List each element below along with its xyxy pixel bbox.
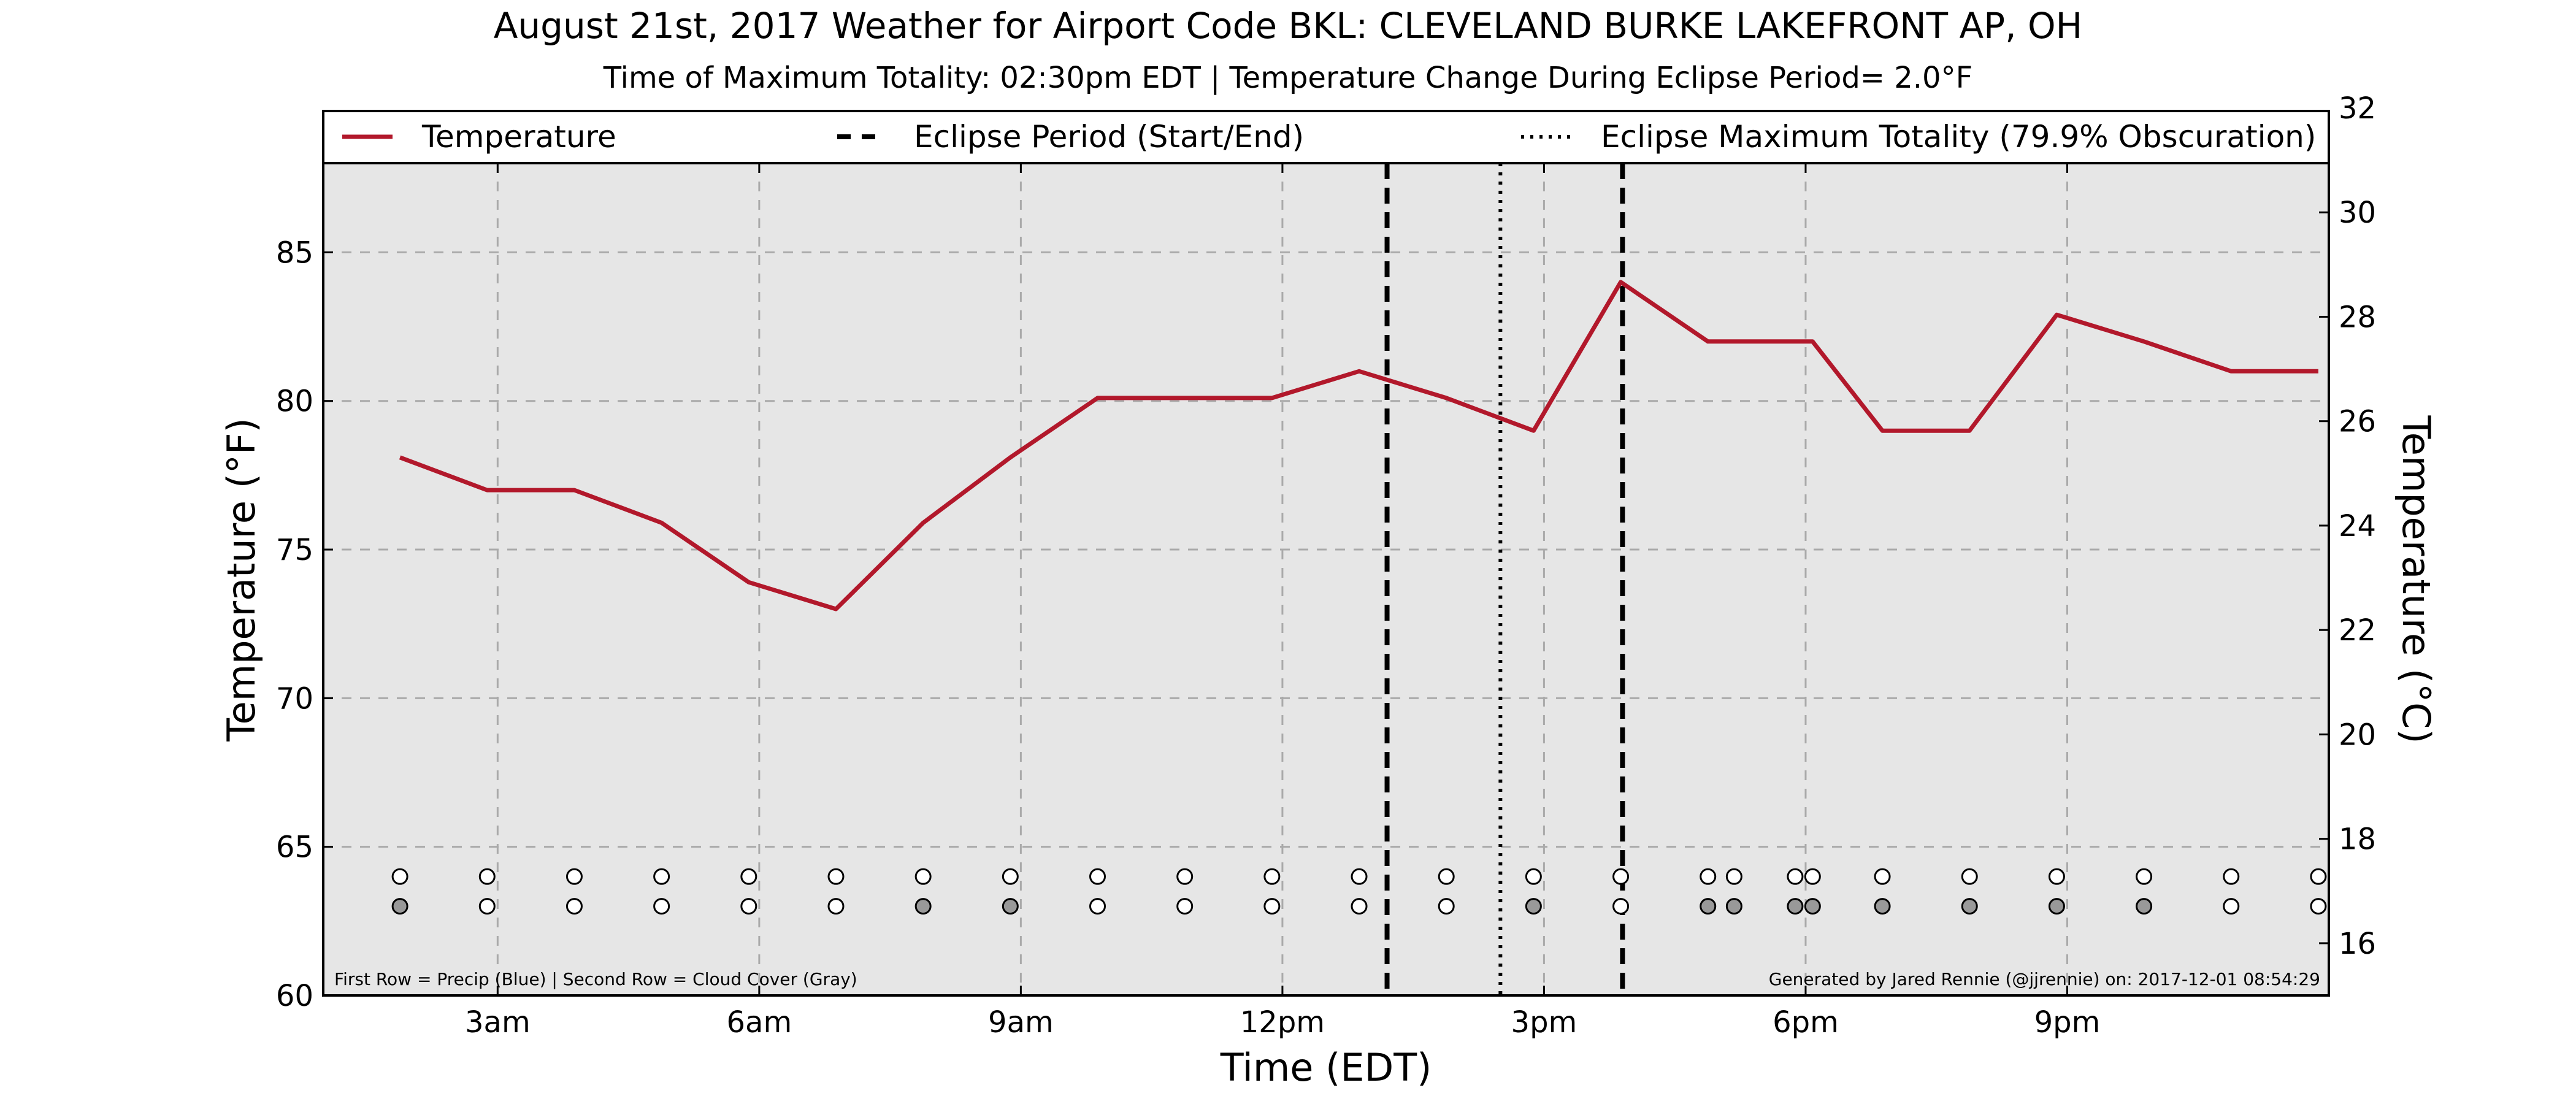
x-tick-label: 3pm	[1511, 1005, 1577, 1040]
x-tick-label: 6am	[727, 1005, 792, 1040]
legend-eclipse-label: Eclipse Period (Start/End)	[914, 119, 1304, 155]
precip-marker	[1002, 868, 1019, 885]
x-tick-label: 12pm	[1240, 1005, 1325, 1040]
cloud-cover-marker	[1176, 898, 1194, 915]
cloud-cover-marker	[1002, 898, 1019, 915]
cloud-cover-marker	[2310, 898, 2327, 915]
precip-marker	[1176, 868, 1194, 885]
tick-layer: 3am 6am 9am 12pm 3pm 6pm 9pm 60 65 70 75 80 85 16 18 20…	[276, 91, 2376, 1040]
cloud-cover-marker	[1438, 898, 1455, 915]
plot-area	[323, 163, 2329, 995]
cloud-cover-marker	[1874, 898, 1891, 915]
y-tick-label: 60	[276, 979, 313, 1013]
footnote-right: Generated by Jared Rennie (@jjrennie) on…	[1769, 969, 2320, 989]
cloud-cover-marker	[1089, 898, 1106, 915]
footnote-left: First Row = Precip (Blue) | Second Row =…	[334, 969, 857, 989]
precip-marker	[1525, 868, 1542, 885]
chart-title: August 21st, 2017 Weather for Airport Co…	[494, 5, 2083, 47]
plot-frame	[322, 162, 2330, 997]
y-tick-label: 80	[276, 385, 313, 419]
x-tick-label: 9pm	[2034, 1005, 2101, 1040]
cloud-cover-marker	[565, 898, 583, 915]
precip-marker	[565, 868, 583, 885]
precip-marker	[2136, 868, 2153, 885]
precip-marker	[1804, 868, 1821, 885]
y2-tick-label: 16	[2339, 927, 2376, 961]
precip-marker	[1089, 868, 1106, 885]
x-tick-label: 9am	[988, 1005, 1054, 1040]
precip-marker	[2048, 868, 2065, 885]
cloud-cover-marker	[1961, 898, 1978, 915]
chart-subtitle: Time of Maximum Totality: 02:30pm EDT | …	[603, 61, 1972, 95]
precip-marker	[740, 868, 757, 885]
y-tick-label: 85	[276, 236, 313, 270]
precip-marker	[478, 868, 496, 885]
cloud-cover-marker	[478, 898, 496, 915]
precip-marker	[391, 868, 408, 885]
eclipse-lines	[1384, 163, 1625, 995]
legend-max-label: Eclipse Maximum Totality (79.9% Obscurat…	[1601, 119, 2316, 155]
legend: Temperature Eclipse Period (Start/End) E…	[322, 110, 2330, 164]
cloud-cover-marker	[914, 898, 932, 915]
y2-tick-label: 18	[2339, 822, 2376, 857]
precip-marker	[2223, 868, 2240, 885]
temperature-line	[399, 280, 2318, 611]
precip-marker	[1874, 868, 1891, 885]
y2-tick-label: 30	[2339, 196, 2376, 230]
cloud-cover-marker	[1787, 898, 1804, 915]
cloud-cover-marker	[1804, 898, 1821, 915]
series-layer	[399, 280, 2318, 611]
cloud-cover-marker	[2048, 898, 2065, 915]
legend-temperature-label: Temperature	[421, 119, 616, 155]
x-tick-label: 6pm	[1773, 1005, 1839, 1040]
cloud-cover-marker	[2136, 898, 2153, 915]
precip-marker	[914, 868, 932, 885]
y2-tick-label: 28	[2339, 300, 2376, 334]
precip-marker	[1725, 868, 1742, 885]
cloud-cover-marker	[1700, 898, 1717, 915]
y2-tick-label: 24	[2339, 509, 2376, 543]
x-axis-label: Time (EDT)	[1220, 1045, 1432, 1090]
marker-rows	[391, 868, 2327, 915]
precip-marker	[2310, 868, 2327, 885]
precip-marker	[1263, 868, 1281, 885]
grid-lines	[323, 163, 2329, 995]
precip-marker	[1351, 868, 1368, 885]
cloud-cover-marker	[391, 898, 408, 915]
y-tick-label: 70	[276, 681, 313, 716]
cloud-cover-marker	[1263, 898, 1281, 915]
precip-marker	[827, 868, 845, 885]
y2-tick-label: 22	[2339, 613, 2376, 648]
cloud-cover-marker	[827, 898, 845, 915]
y2-tick-label: 20	[2339, 718, 2376, 752]
cloud-cover-marker	[1612, 898, 1630, 915]
cloud-cover-marker	[1525, 898, 1542, 915]
cloud-cover-marker	[1351, 898, 1368, 915]
y-tick-label: 75	[276, 533, 313, 567]
y-tick-label: 65	[276, 830, 313, 865]
precip-marker	[1700, 868, 1717, 885]
precip-marker	[1438, 868, 1455, 885]
y2-axis-label: Temperature (°C)	[2394, 415, 2439, 743]
cloud-cover-marker	[740, 898, 757, 915]
precip-marker	[1612, 868, 1630, 885]
precip-marker	[1961, 868, 1978, 885]
y-axis-label: Temperature (°F)	[219, 418, 264, 742]
x-tick-label: 3am	[465, 1005, 531, 1040]
cloud-cover-marker	[2223, 898, 2240, 915]
cloud-cover-marker	[653, 898, 670, 915]
precip-marker	[653, 868, 670, 885]
precip-marker	[1787, 868, 1804, 885]
y2-tick-label: 26	[2339, 405, 2376, 439]
cloud-cover-marker	[1725, 898, 1742, 915]
y2-tick-label: 32	[2339, 91, 2376, 126]
